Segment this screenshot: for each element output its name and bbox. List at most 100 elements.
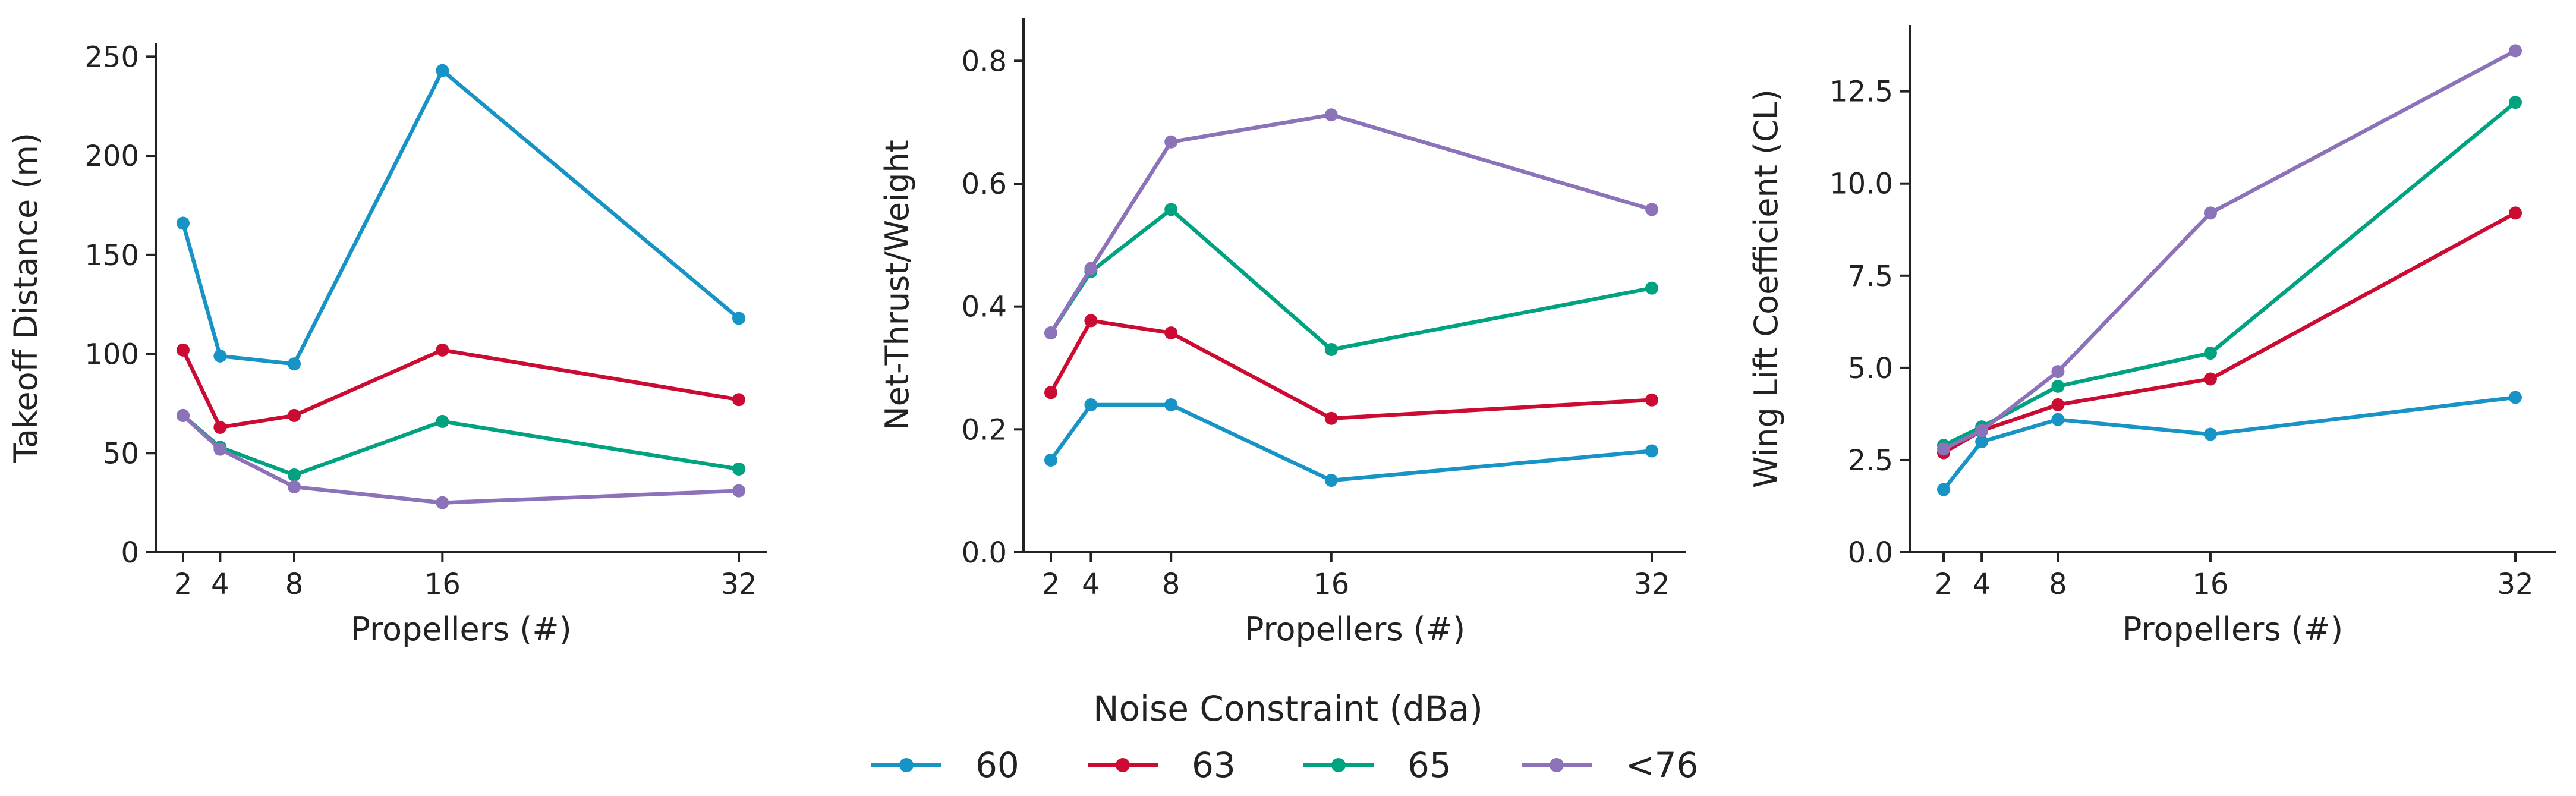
data-point bbox=[1645, 281, 1658, 295]
x-tick-label: 16 bbox=[2192, 568, 2228, 601]
data-point bbox=[2203, 427, 2217, 441]
chart-panel-2: 2 4 8 16 32 0.0 0.2 0.4 0.6 0.8 Propellers (#) Net-… bbox=[878, 18, 1686, 648]
data-point bbox=[1937, 442, 1950, 456]
x-tick-label: 4 bbox=[211, 568, 229, 601]
data-point bbox=[1324, 108, 1338, 122]
data-point bbox=[1324, 411, 1338, 425]
x-axis-label: Propellers (#) bbox=[1245, 611, 1465, 648]
series-65 bbox=[1937, 96, 2522, 452]
data-point bbox=[2051, 398, 2065, 411]
legend-marker bbox=[1550, 758, 1564, 772]
y-tick-label: 150 bbox=[84, 239, 139, 272]
x-tick-label: 2 bbox=[1042, 568, 1060, 601]
series-line bbox=[1941, 49, 2518, 451]
legend-entry-63: 63 bbox=[1088, 745, 1236, 785]
y-tick-label: 7.5 bbox=[1848, 260, 1893, 293]
y-tick-label: 5.0 bbox=[1848, 352, 1893, 385]
legend-title: Noise Constraint (dBa) bbox=[1093, 688, 1483, 729]
x-tick-label: 2 bbox=[174, 568, 193, 601]
y-tick-label: 0.2 bbox=[962, 413, 1007, 446]
data-point bbox=[177, 216, 190, 230]
data-point bbox=[2509, 44, 2522, 58]
legend-label: 60 bbox=[975, 745, 1019, 785]
legend-entry-lt76: <76 bbox=[1522, 745, 1698, 785]
data-point bbox=[213, 442, 227, 456]
legend-marker bbox=[1116, 758, 1130, 772]
data-point bbox=[213, 420, 227, 434]
y-axis-label: Wing Lift Coefficient (CL) bbox=[1747, 89, 1785, 488]
data-point bbox=[732, 484, 745, 498]
data-point bbox=[1164, 326, 1178, 340]
data-point bbox=[1164, 203, 1178, 216]
data-point bbox=[1645, 393, 1658, 407]
data-point bbox=[213, 349, 227, 363]
data-point bbox=[1084, 398, 1098, 411]
data-point bbox=[2509, 96, 2522, 109]
x-tick-label: 16 bbox=[424, 568, 461, 601]
legend-entries: 60 63 65 <76 bbox=[871, 745, 1698, 785]
series-60 bbox=[1937, 391, 2522, 496]
y-tick-label: 50 bbox=[103, 437, 139, 470]
series-65 bbox=[1044, 203, 1658, 356]
y-tick-label: 0.4 bbox=[962, 291, 1007, 324]
data-point bbox=[436, 64, 449, 77]
series-60 bbox=[1044, 398, 1658, 487]
x-tick-label: 8 bbox=[285, 568, 304, 601]
chart-panel-1: 2 4 8 16 32 0 50 100 150 200 250 Propellers (#) Take… bbox=[7, 40, 767, 648]
x-tick-label: 2 bbox=[1935, 568, 1953, 601]
x-tick-label: 8 bbox=[2049, 568, 2067, 601]
data-point bbox=[2051, 379, 2065, 393]
data-point bbox=[1324, 343, 1338, 356]
data-point bbox=[1084, 262, 1098, 275]
data-point bbox=[1975, 435, 1989, 448]
data-point bbox=[177, 343, 190, 357]
data-point bbox=[732, 462, 745, 476]
x-axis-label: Propellers (#) bbox=[351, 611, 571, 648]
legend-label: <76 bbox=[1626, 745, 1698, 785]
chart-panel-3: 2 4 8 16 32 0.0 2.5 5.0 7.5 10.0 12.5 Propellers (#… bbox=[1747, 25, 2556, 648]
series-line bbox=[1941, 211, 2518, 455]
y-tick-label: 0.0 bbox=[962, 536, 1007, 570]
legend-entry-65: 65 bbox=[1303, 745, 1451, 785]
y-tick-label: 12.5 bbox=[1829, 75, 1893, 109]
data-point bbox=[1084, 314, 1098, 328]
data-point bbox=[436, 343, 449, 357]
series-lt76 bbox=[1937, 44, 2522, 456]
data-point bbox=[288, 468, 301, 482]
data-point bbox=[1164, 135, 1178, 149]
x-tick-label: 4 bbox=[1082, 568, 1100, 601]
data-point bbox=[1937, 483, 1950, 496]
y-tick-label: 200 bbox=[84, 140, 139, 173]
series-63 bbox=[1044, 314, 1658, 425]
data-point bbox=[177, 408, 190, 422]
data-point bbox=[1044, 454, 1057, 467]
legend-entry-60: 60 bbox=[871, 745, 1019, 785]
data-point bbox=[2051, 413, 2065, 426]
y-tick-label: 0.8 bbox=[962, 45, 1007, 78]
data-point bbox=[2051, 365, 2065, 379]
data-point bbox=[288, 480, 301, 493]
data-point bbox=[2203, 347, 2217, 360]
series-60 bbox=[177, 64, 745, 371]
data-point bbox=[1164, 398, 1178, 411]
legend-marker bbox=[1331, 758, 1346, 772]
x-tick-label: 32 bbox=[2497, 568, 2533, 601]
series-63 bbox=[1937, 206, 2522, 460]
series-line bbox=[1048, 113, 1654, 335]
x-tick-label: 8 bbox=[1162, 568, 1180, 601]
legend-label: 63 bbox=[1192, 745, 1236, 785]
y-tick-label: 0.0 bbox=[1848, 536, 1893, 570]
series-63 bbox=[177, 343, 745, 434]
data-point bbox=[732, 393, 745, 407]
y-axis-label: Net-Thrust/Weight bbox=[878, 140, 916, 430]
data-point bbox=[2509, 206, 2522, 220]
data-point bbox=[2509, 391, 2522, 404]
data-point bbox=[288, 408, 301, 422]
x-tick-label: 32 bbox=[1633, 568, 1670, 601]
series-lt76 bbox=[177, 408, 745, 509]
data-point bbox=[436, 496, 449, 509]
series-line bbox=[181, 68, 741, 366]
data-point bbox=[1044, 386, 1057, 399]
